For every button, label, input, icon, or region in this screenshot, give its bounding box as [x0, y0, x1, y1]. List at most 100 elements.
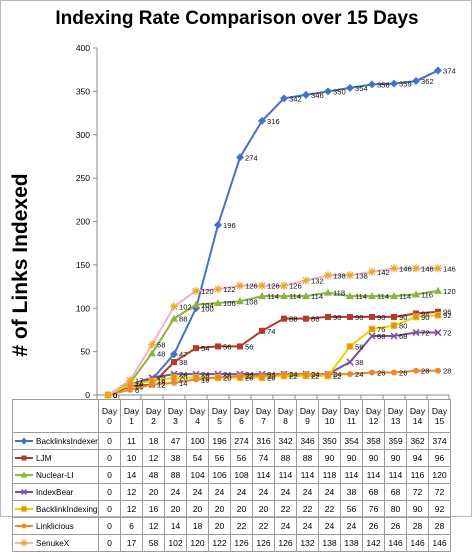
legend-key [15, 454, 33, 462]
category-label: Day 2 [142, 399, 165, 433]
y-tick-label: 400 [76, 43, 90, 53]
data-point [347, 313, 353, 320]
data-label: 24 [311, 370, 319, 379]
data-label: 68 [399, 332, 407, 341]
table-cell: 354 [340, 432, 363, 450]
data-label: 56 [355, 342, 363, 351]
data-point [324, 87, 332, 96]
table-cell: 24 [274, 483, 297, 501]
data-label: 17 [135, 376, 143, 385]
data-point [391, 313, 397, 320]
data-point [346, 343, 354, 350]
table-cell: 114 [252, 466, 275, 484]
data-point [346, 358, 354, 366]
data-label: 72 [421, 329, 429, 338]
data-label: 0 [113, 391, 117, 400]
legend-key [15, 522, 33, 530]
data-label: 106 [223, 299, 236, 308]
table-cell: 18 [142, 432, 165, 450]
table-cell: 350 [318, 432, 341, 450]
table-cell: 24 [318, 483, 341, 501]
table-row: Linklicious 0 6 12 14 18 20 22 22 24 24 24 24 26 26 28 2… [12, 517, 451, 535]
data-point [170, 374, 178, 382]
table-cell: 88 [164, 466, 187, 484]
data-label: 94 [421, 309, 429, 318]
table-cell: 68 [362, 483, 385, 501]
table-cell: 11 [120, 432, 143, 450]
data-point [412, 313, 420, 321]
data-point [192, 286, 200, 295]
category-label: Day 0 [98, 399, 121, 433]
data-label: 24 [355, 370, 363, 379]
data-label: 120 [201, 287, 214, 296]
data-point [325, 313, 331, 320]
legend-label: BacklinksIndexer [36, 436, 98, 446]
table-cell: 138 [340, 534, 363, 552]
data-label: 359 [399, 80, 412, 89]
data-point [324, 271, 332, 280]
table-cell: 274 [230, 432, 253, 450]
data-label: 90 [421, 313, 429, 322]
table-cell: 74 [252, 449, 275, 467]
table-cell: 24 [230, 483, 253, 501]
data-label: 20 [223, 374, 231, 383]
table-cell: 108 [230, 466, 253, 484]
table-cell: 22 [230, 517, 253, 535]
legend-key [15, 539, 33, 547]
data-point [324, 288, 332, 296]
data-point [346, 271, 354, 280]
legend-key [15, 471, 33, 479]
table-cell: 47 [164, 432, 187, 450]
table-cell: 28 [428, 517, 451, 535]
legend-key [15, 488, 33, 496]
table-cell: 24 [296, 517, 319, 535]
series-line [107, 314, 439, 396]
table-cell: 94 [406, 449, 429, 467]
data-point [171, 359, 177, 366]
data-label: 56 [223, 342, 231, 351]
data-point [390, 292, 398, 300]
table-cell: 316 [252, 432, 275, 450]
table-cell: 0 [98, 466, 121, 484]
table-cell: 24 [208, 483, 231, 501]
table-cell: 54 [186, 449, 209, 467]
data-label: 114 [267, 292, 279, 301]
series-line [107, 289, 439, 396]
data-label: 104 [201, 301, 214, 310]
y-tick-label: 200 [76, 217, 90, 227]
data-point [21, 523, 27, 529]
table-cell: 68 [384, 483, 407, 501]
data-label: 90 [399, 313, 407, 322]
table-cell: 196 [208, 432, 231, 450]
legend-entry: LJM [12, 449, 99, 467]
data-point [303, 315, 309, 322]
data-point [302, 90, 310, 99]
data-label: 20 [267, 374, 275, 383]
data-label: 0 [113, 391, 117, 400]
data-label: 118 [333, 289, 345, 298]
table-cell: 22 [274, 500, 297, 518]
data-label: 68 [377, 332, 385, 341]
data-point [20, 437, 28, 445]
table-cell: 90 [384, 449, 407, 467]
table-cell: 76 [362, 500, 385, 518]
legend-label: Nuclear-LI [36, 470, 74, 480]
data-point [149, 381, 155, 388]
data-label: 354 [355, 84, 368, 93]
legend-entry: BacklinkIndexing [12, 500, 99, 518]
data-label: 28 [443, 367, 451, 376]
data-point [368, 332, 376, 340]
data-label: 126 [289, 282, 302, 291]
data-label: 126 [267, 282, 280, 291]
data-point [434, 286, 442, 294]
table-row: BacklinksIndexer 0 11 18 47 100 196 274 316 342 34… [12, 432, 451, 450]
legend-entry: IndexBear [12, 483, 99, 501]
data-label: 108 [245, 297, 258, 306]
data-point [148, 340, 156, 349]
table-cell: 24 [252, 483, 275, 501]
table-cell: 38 [164, 449, 187, 467]
table-cell: 118 [318, 466, 341, 484]
table-row: Nuclear-LI 0 14 48 88 104 106 108 114 114 114 118 11… [12, 466, 451, 484]
category-label: Day 12 [362, 399, 385, 433]
data-label: 22 [245, 372, 253, 381]
